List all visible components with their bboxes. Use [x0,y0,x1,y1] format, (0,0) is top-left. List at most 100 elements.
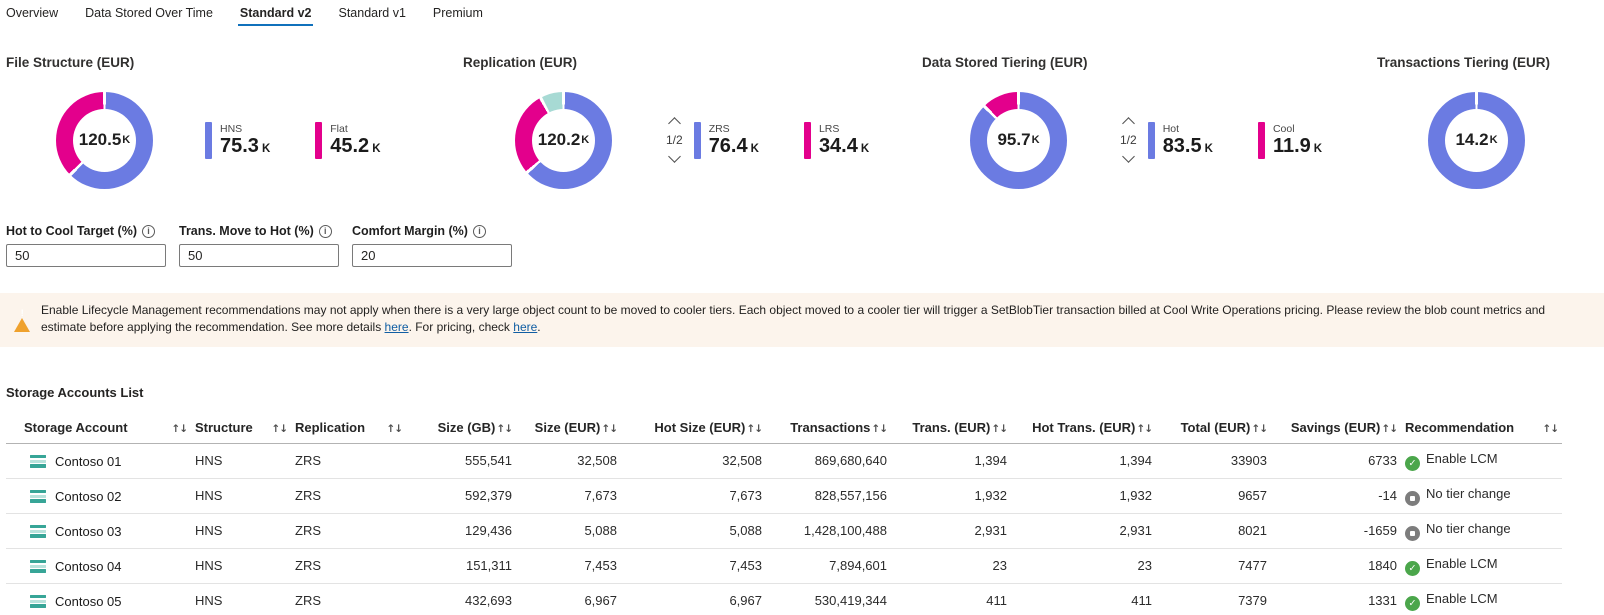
legend-item[interactable]: LRS 34.4 K [803,121,870,159]
cell-recommendation: ✓ Enable LCM [1401,443,1562,479]
table-row[interactable]: Contoso 05 HNS ZRS 432,693 6,967 6,967 530,419… [6,583,1562,615]
cell-account: Contoso 05 [6,583,191,615]
legend-item[interactable]: HNS 75.3 K [205,121,270,159]
column-header-recommendation[interactable]: Recommendation ↑↓ [1401,412,1562,444]
cell-account: Contoso 01 [6,443,191,479]
cell-hot_size_eur: 7,453 [621,548,766,584]
cell-size_gb: 129,436 [406,513,516,549]
column-header-hot-trans-eur-[interactable]: Hot Trans. (EUR) ↑↓ [1011,412,1156,444]
no-change-icon [1405,525,1420,541]
column-label: Total (EUR) [1180,419,1251,435]
column-header-replication[interactable]: Replication ↑↓ [291,412,406,444]
legend-value: 76.4 K [708,135,759,157]
tab-standard-v1[interactable]: Standard v1 [338,6,406,20]
legend-value: 34.4 K [818,135,870,157]
details-link[interactable]: here [384,319,409,334]
info-icon[interactable]: i [142,224,155,238]
sort-icon[interactable]: ↑↓ [1136,422,1153,435]
legend-item[interactable]: Hot 83.5 K [1147,121,1213,159]
trans-move-to-hot-input[interactable] [179,244,339,267]
input-label: Trans. Move to Hot (%) i [179,224,341,238]
chart-title: File Structure (EUR) [6,55,135,70]
cell-savings_eur: 1840 [1271,548,1401,584]
sort-icon[interactable]: ↑↓ [386,422,403,435]
sort-icon[interactable]: ↑↓ [171,422,188,435]
table-row[interactable]: Contoso 01 HNS ZRS 555,541 32,508 32,508 869,6… [6,443,1562,479]
storage-account-name: Contoso 01 [55,453,122,469]
legend-swatch [205,121,212,159]
legend-value: 45.2 K [330,135,381,157]
column-header-hot-size-eur-[interactable]: Hot Size (EUR) ↑↓ [621,412,766,444]
pager-label: 1/2 [1120,133,1137,147]
storage-account-icon [30,454,46,468]
cell-savings_eur: -14 [1271,478,1401,514]
legend-pager: 1/2 [1120,117,1137,163]
storage-account-icon [30,524,46,538]
donut-chart[interactable]: 120.5 K [56,91,153,189]
cell-size_eur: 7,673 [516,478,621,514]
column-header-savings-eur-[interactable]: Savings (EUR) ↑↓ [1271,412,1401,444]
legend-swatch [315,121,323,159]
donut-chart[interactable]: 14.2 K [1428,91,1525,189]
cell-size_eur: 6,967 [516,583,621,615]
recommendation-label: Enable LCM [1426,590,1498,606]
recommendation-label: Enable LCM [1426,450,1498,466]
column-header-transactions[interactable]: Transactions ↑↓ [766,412,891,444]
sort-icon[interactable]: ↑↓ [496,422,513,435]
info-icon[interactable]: i [472,224,486,238]
legend-swatch [1257,121,1265,159]
cell-hot_size_eur: 32,508 [621,443,766,479]
sort-icon[interactable]: ↑↓ [271,422,288,435]
sort-icon[interactable]: ↑↓ [746,422,763,435]
column-label: Savings (EUR) [1290,419,1381,435]
sort-icon[interactable]: ↑↓ [871,422,888,435]
legend-item[interactable]: ZRS 76.4 K [693,121,759,159]
donut-chart[interactable]: 120.2 K [515,91,612,189]
sort-icon[interactable]: ↑↓ [1542,422,1559,435]
column-header-storage-account[interactable]: Storage Account ↑↓ [6,412,191,444]
chart-legend: HNS 75.3 K Flat 45.2 K [205,121,381,159]
comfort-margin-input[interactable] [352,244,512,267]
donut-chart[interactable]: 95.7 K [970,91,1067,189]
column-header-total-eur-[interactable]: Total (EUR) ↑↓ [1156,412,1271,444]
sort-icon[interactable]: ↑↓ [1251,422,1268,435]
table-row[interactable]: Contoso 02 HNS ZRS 592,379 7,673 7,673 828,557… [6,478,1562,514]
column-header-size-eur-[interactable]: Size (EUR) ↑↓ [516,412,621,444]
legend-swatch [693,121,701,159]
legend-item[interactable]: Cool 11.9 K [1257,121,1322,159]
column-header-size-gb-[interactable]: Size (GB) ↑↓ [406,412,516,444]
sort-icon[interactable]: ↑↓ [601,422,618,435]
sort-icon[interactable]: ↑↓ [1381,422,1398,435]
legend-item[interactable]: Flat 45.2 K [315,121,381,159]
storage-account-name: Contoso 03 [55,523,122,539]
chevron-down-icon[interactable] [667,150,681,163]
column-label: Size (GB) [437,419,496,435]
column-header-trans-eur-[interactable]: Trans. (EUR) ↑↓ [891,412,1011,444]
chevron-down-icon[interactable] [1121,150,1135,163]
info-icon[interactable]: i [318,224,332,238]
tab-standard-v2[interactable]: Standard v2 [237,6,314,28]
tab-premium[interactable]: Premium [432,6,483,20]
sort-icon[interactable]: ↑↓ [991,422,1008,435]
legend-label: HNS [220,123,243,135]
column-header-structure[interactable]: Structure ↑↓ [191,412,291,444]
legend-label: Cool [1272,123,1295,135]
chart-data-stored-tiering: Data Stored Tiering (EUR) 95.7 K 1/2 Hot … [915,55,1360,190]
legend-text: Hot 83.5 K [1163,123,1213,157]
chevron-up-icon[interactable] [667,117,681,130]
tab-overview[interactable]: Overview [6,6,59,20]
cell-hot_size_eur: 5,088 [621,513,766,549]
chevron-up-icon[interactable] [1121,117,1135,130]
cell-recommendation: No tier change [1401,513,1562,549]
trans-move-to-hot-group: Trans. Move to Hot (%) i [179,224,341,267]
cell-total_eur: 9657 [1156,478,1271,514]
cell-savings_eur: -1659 [1271,513,1401,549]
storage-account-icon [30,594,46,608]
storage-account-name: Contoso 04 [55,558,122,574]
donut-ring [1428,91,1525,189]
table-row[interactable]: Contoso 04 HNS ZRS 151,311 7,453 7,453 7,894,6… [6,548,1562,584]
table-row[interactable]: Contoso 03 HNS ZRS 129,436 5,088 5,088 1,428,1… [6,513,1562,549]
tab-data-stored-over-time[interactable]: Data Stored Over Time [85,6,213,20]
pricing-link[interactable]: here [513,319,538,334]
hot-to-cool-target-input[interactable] [6,244,166,267]
